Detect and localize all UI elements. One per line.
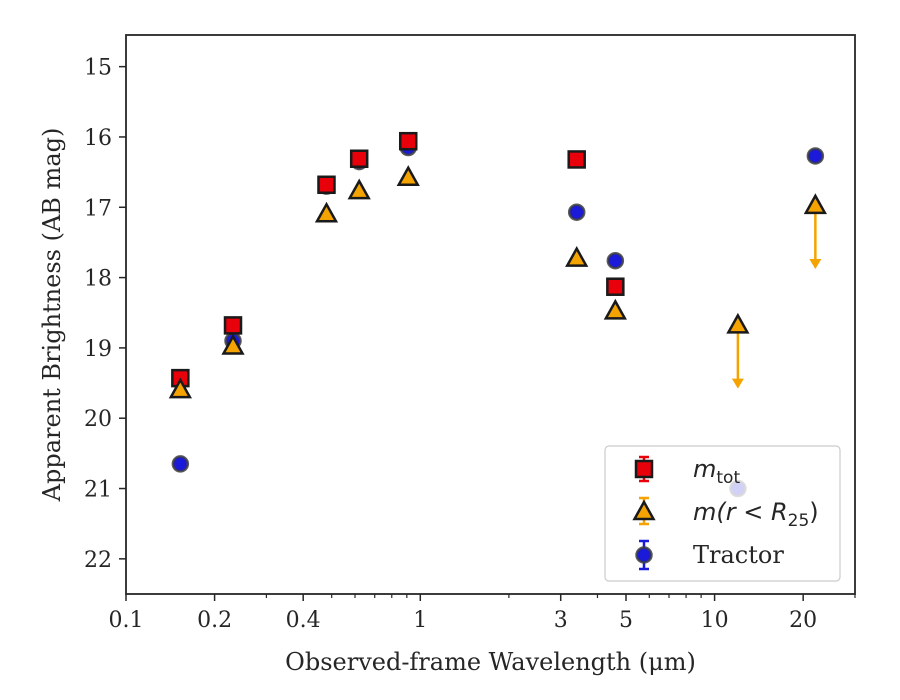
upper-limit-arrowhead bbox=[809, 259, 822, 270]
maperture-marker bbox=[168, 377, 192, 399]
x-tick-label: 0.4 bbox=[286, 608, 321, 633]
maperture-marker bbox=[396, 165, 420, 186]
y-tick-label: 18 bbox=[84, 267, 112, 292]
tractor-marker bbox=[806, 147, 825, 165]
y-tick-label: 15 bbox=[84, 56, 112, 81]
y-tick-label: 20 bbox=[84, 407, 112, 432]
x-tick-label: 5 bbox=[619, 608, 633, 633]
legend-box bbox=[604, 445, 841, 582]
axes-frame bbox=[125, 34, 856, 595]
mtot-marker bbox=[317, 175, 336, 195]
tractor-point bbox=[171, 455, 190, 473]
x-tick-label: 10 bbox=[701, 608, 729, 633]
maperture-marker bbox=[803, 193, 827, 215]
mtot-marker bbox=[223, 316, 243, 335]
legend-subscript: tot bbox=[716, 468, 740, 488]
mtot-marker bbox=[398, 131, 418, 151]
tractor-marker bbox=[606, 251, 625, 270]
x-axis-label: Observed-frame Wavelength (μm) bbox=[285, 648, 696, 676]
legend-entry-tractor: Tractor bbox=[635, 539, 784, 571]
mtot-marker bbox=[567, 150, 586, 169]
upper-limit-arrow bbox=[809, 205, 822, 270]
y-tick-label: 21 bbox=[84, 478, 112, 503]
axes: 0.1 0.2 0.4 1 3 5 10 20 15 16 17 18 19 20 21 22 bbox=[84, 34, 856, 633]
y-tick-label: 16 bbox=[84, 126, 112, 151]
plot-area bbox=[168, 131, 827, 498]
x-tick-label: 0.1 bbox=[109, 608, 144, 633]
maperture-marker bbox=[565, 246, 589, 267]
legend-subscript: 25 bbox=[788, 511, 810, 531]
tractor-point bbox=[567, 203, 586, 221]
maperture-marker bbox=[221, 333, 245, 355]
y-axis-label: Apparent Brightness (AB mag) bbox=[38, 128, 66, 503]
y-tick-label: 17 bbox=[84, 196, 112, 221]
tractor-marker bbox=[567, 203, 586, 221]
mtot-marker bbox=[349, 149, 369, 169]
legend-paren: ) bbox=[809, 498, 818, 526]
mtot-marker bbox=[606, 277, 625, 296]
x-tick-label: 0.2 bbox=[197, 608, 232, 633]
x-tick-label: 20 bbox=[789, 608, 817, 633]
tractor-point bbox=[606, 251, 625, 270]
legend-label-tractor: Tractor bbox=[693, 541, 784, 569]
maperture-marker bbox=[314, 201, 339, 223]
y-tick-label: 22 bbox=[84, 548, 112, 573]
x-tick-label: 1 bbox=[413, 608, 427, 633]
tractor-point bbox=[806, 147, 825, 165]
legend-marker-triangle bbox=[632, 499, 656, 521]
maperture-marker bbox=[347, 178, 371, 200]
maperture-marker bbox=[726, 312, 750, 334]
x-tick-label: 3 bbox=[554, 608, 568, 633]
legend-marker-square bbox=[634, 459, 654, 479]
y-tick-label: 19 bbox=[84, 337, 112, 362]
maperture-marker bbox=[603, 298, 627, 320]
tractor-marker bbox=[171, 455, 190, 473]
legend-marker-circle bbox=[635, 546, 653, 564]
upper-limit-arrow bbox=[731, 325, 744, 389]
upper-limit-arrowhead bbox=[731, 378, 744, 389]
